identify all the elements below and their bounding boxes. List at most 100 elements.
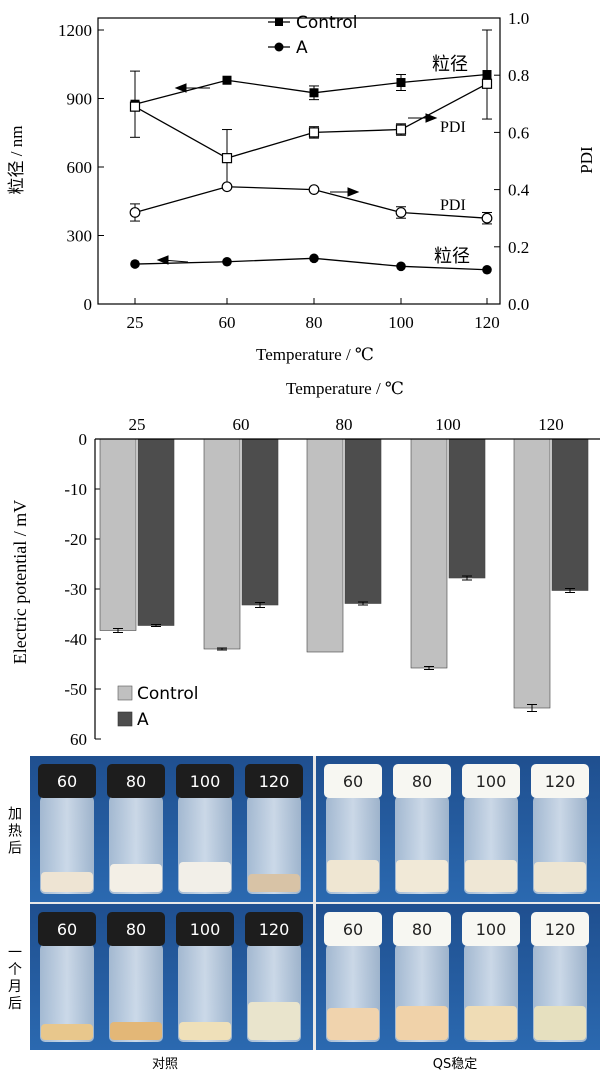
bar-control-120 xyxy=(513,438,551,709)
right-tick-label: 0.8 xyxy=(508,66,529,85)
y-axis-title: Electric potential / mV xyxy=(10,500,30,664)
x-axis-title-top: Temperature / ℃ xyxy=(286,379,404,398)
legend-a-marker xyxy=(274,42,284,52)
annotation-a-pdi: PDI xyxy=(440,197,466,214)
legend-a-swatch xyxy=(117,711,133,727)
data-point xyxy=(309,253,319,264)
left-axis-title: 粒径 / nm xyxy=(7,126,26,195)
vial-cap-label: 80 xyxy=(412,920,432,939)
data-point xyxy=(396,78,406,88)
vial-cap xyxy=(462,764,520,798)
data-point xyxy=(481,212,493,224)
vial-cap xyxy=(324,764,382,798)
vial-cap xyxy=(107,912,165,946)
bar-control-80 xyxy=(306,438,344,653)
right-tick-label: 1.0 xyxy=(508,9,529,28)
vial-cap xyxy=(176,912,234,946)
data-point xyxy=(396,261,406,272)
left-tick-label: 1200 xyxy=(58,21,92,40)
y-tick-label: -30 xyxy=(64,580,87,599)
data-point xyxy=(221,181,233,193)
vial-liquid xyxy=(396,1006,448,1040)
vial-cap xyxy=(393,912,451,946)
vial-body xyxy=(40,944,94,1042)
annotation-control-pdi: PDI xyxy=(440,119,466,136)
vial-liquid xyxy=(534,1006,586,1040)
bar-control-25 xyxy=(99,438,137,631)
left-tick-label: 300 xyxy=(67,227,93,246)
vial-cap-label: 60 xyxy=(343,772,363,791)
vial-cap xyxy=(531,764,589,798)
vial-cap-label: 80 xyxy=(412,772,432,791)
vial-body xyxy=(247,796,301,894)
vial-liquid xyxy=(179,1022,231,1040)
data-point xyxy=(222,256,232,267)
vial-cap-label: 80 xyxy=(126,920,146,939)
left-tick-label: 600 xyxy=(67,158,93,177)
row-label-char: 后 xyxy=(8,841,22,857)
vial-liquid xyxy=(110,1022,162,1040)
y-tick-label: -10 xyxy=(64,480,87,499)
vial-cap-label: 60 xyxy=(57,772,77,791)
vial-cap-label: 100 xyxy=(190,772,221,791)
x-tick-label: 100 xyxy=(388,313,414,332)
data-point xyxy=(222,75,232,85)
legend-control-marker xyxy=(275,18,283,26)
group-label-control: 对照 xyxy=(152,1057,178,1072)
y-tick-label: 0 xyxy=(79,430,88,449)
data-point xyxy=(309,88,319,98)
size-pdi-chart: 0 300 600 900 1200 0.0 0.2 0.4 0.6 0.8 1.0 25 60 80… xyxy=(7,9,596,364)
row-label-char: 后 xyxy=(8,996,22,1012)
data-point xyxy=(395,124,407,135)
vial-cap-label: 80 xyxy=(126,772,146,791)
vial-cap-label: 120 xyxy=(259,920,290,939)
row-label-char: 个 xyxy=(8,962,22,978)
vial-cap xyxy=(324,912,382,946)
vial-cap xyxy=(245,764,303,798)
y-tick-label: -40 xyxy=(64,630,87,649)
x-tick-label: 25 xyxy=(129,415,146,434)
vial-cap-label: 120 xyxy=(545,920,576,939)
vial-liquid xyxy=(327,860,379,892)
vial-cap xyxy=(393,764,451,798)
axis-arrows xyxy=(156,83,438,265)
data-point xyxy=(308,127,320,138)
vial-liquid xyxy=(110,864,162,892)
right-tick-label: 0.4 xyxy=(508,181,530,200)
x-tick-label: 120 xyxy=(474,313,500,332)
left-tick-label: 900 xyxy=(67,90,93,109)
bar-control-60 xyxy=(203,438,241,650)
x-tick-label: 120 xyxy=(538,415,564,434)
right-tick-label: 0.0 xyxy=(508,295,529,314)
data-point xyxy=(482,264,492,275)
vial-cap-label: 100 xyxy=(476,772,507,791)
legend-a-label: A xyxy=(137,710,149,730)
vial-liquid xyxy=(248,874,300,892)
vial-cap xyxy=(107,764,165,798)
data-point xyxy=(129,207,141,218)
vial-cap xyxy=(531,912,589,946)
row-label-char: 加 xyxy=(8,807,22,823)
data-point xyxy=(308,184,320,196)
bar-control-100 xyxy=(410,438,448,669)
vial-liquid xyxy=(179,862,231,892)
right-tick-label: 0.6 xyxy=(508,123,529,142)
bar-a-60 xyxy=(241,438,279,606)
bar-a-100 xyxy=(448,438,486,579)
right-axis-title: PDI xyxy=(577,146,596,174)
data-point xyxy=(395,207,407,218)
electric-potential-chart: Temperature / ℃ 0 -10 -20 -30 -40 -50 60 25 60 8… xyxy=(10,379,600,749)
right-tick-label: 0.2 xyxy=(508,238,529,257)
x-tick-label: 80 xyxy=(336,415,353,434)
vial-liquid xyxy=(534,862,586,892)
plot-frame xyxy=(97,17,501,305)
y-tick-label: 60 xyxy=(70,730,87,749)
x-tick-label: 25 xyxy=(127,313,144,332)
x-tick-label: 60 xyxy=(219,313,236,332)
bar-a-80 xyxy=(344,438,382,604)
annotation-a-size: 粒径 xyxy=(434,246,470,267)
legend-control-swatch xyxy=(117,685,133,701)
y-tick-label: -20 xyxy=(64,530,87,549)
vial-photo-panel: 60 80 100 120 60 80 100 120 60 80 100 120 60 80 100 120… xyxy=(8,756,600,1072)
